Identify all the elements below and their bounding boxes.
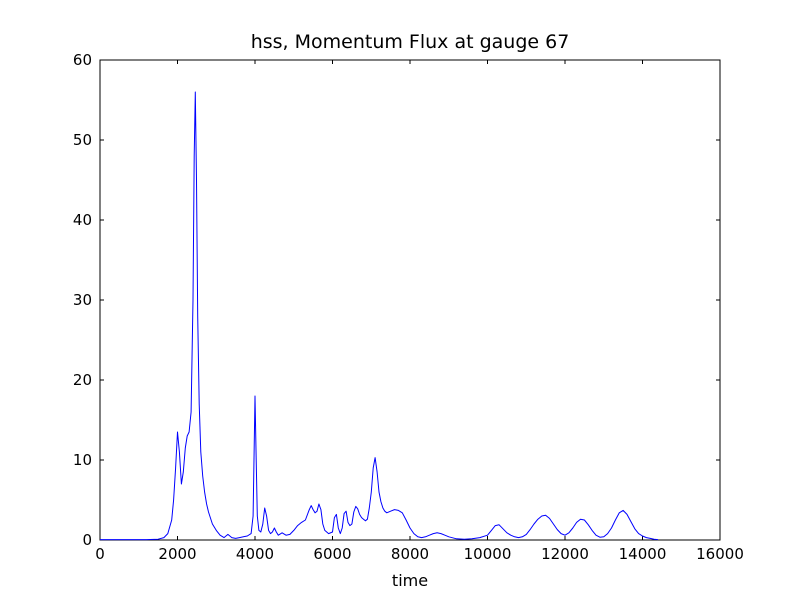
y-tick-label: 30	[73, 291, 92, 309]
x-tick-label: 10000	[464, 545, 512, 563]
y-tick-label: 60	[73, 51, 92, 69]
y-tick-label: 20	[73, 371, 92, 389]
x-tick-label: 8000	[391, 545, 429, 563]
y-tick-label: 0	[82, 531, 92, 549]
y-tick-label: 50	[73, 131, 92, 149]
axes-frame	[99, 59, 721, 541]
x-tick-label: 0	[95, 545, 105, 563]
y-tick-label: 40	[73, 211, 92, 229]
chart-title: hss, Momentum Flux at gauge 67	[251, 31, 570, 53]
x-tick-label: 2000	[158, 545, 196, 563]
y-tick-label: 10	[73, 451, 92, 469]
x-axis-label: time	[392, 571, 428, 590]
data-series-line	[100, 91, 659, 541]
x-tick-label: 16000	[696, 545, 744, 563]
x-tick-label: 12000	[541, 545, 589, 563]
x-tick-label: 14000	[619, 545, 667, 563]
x-tick-label: 6000	[313, 545, 351, 563]
series-layer	[100, 91, 659, 541]
ticks-layer: 0 2000 4000 6000 8000 10000 12000 14000 16000 0 10…	[73, 51, 744, 563]
x-tick-label: 4000	[236, 545, 274, 563]
